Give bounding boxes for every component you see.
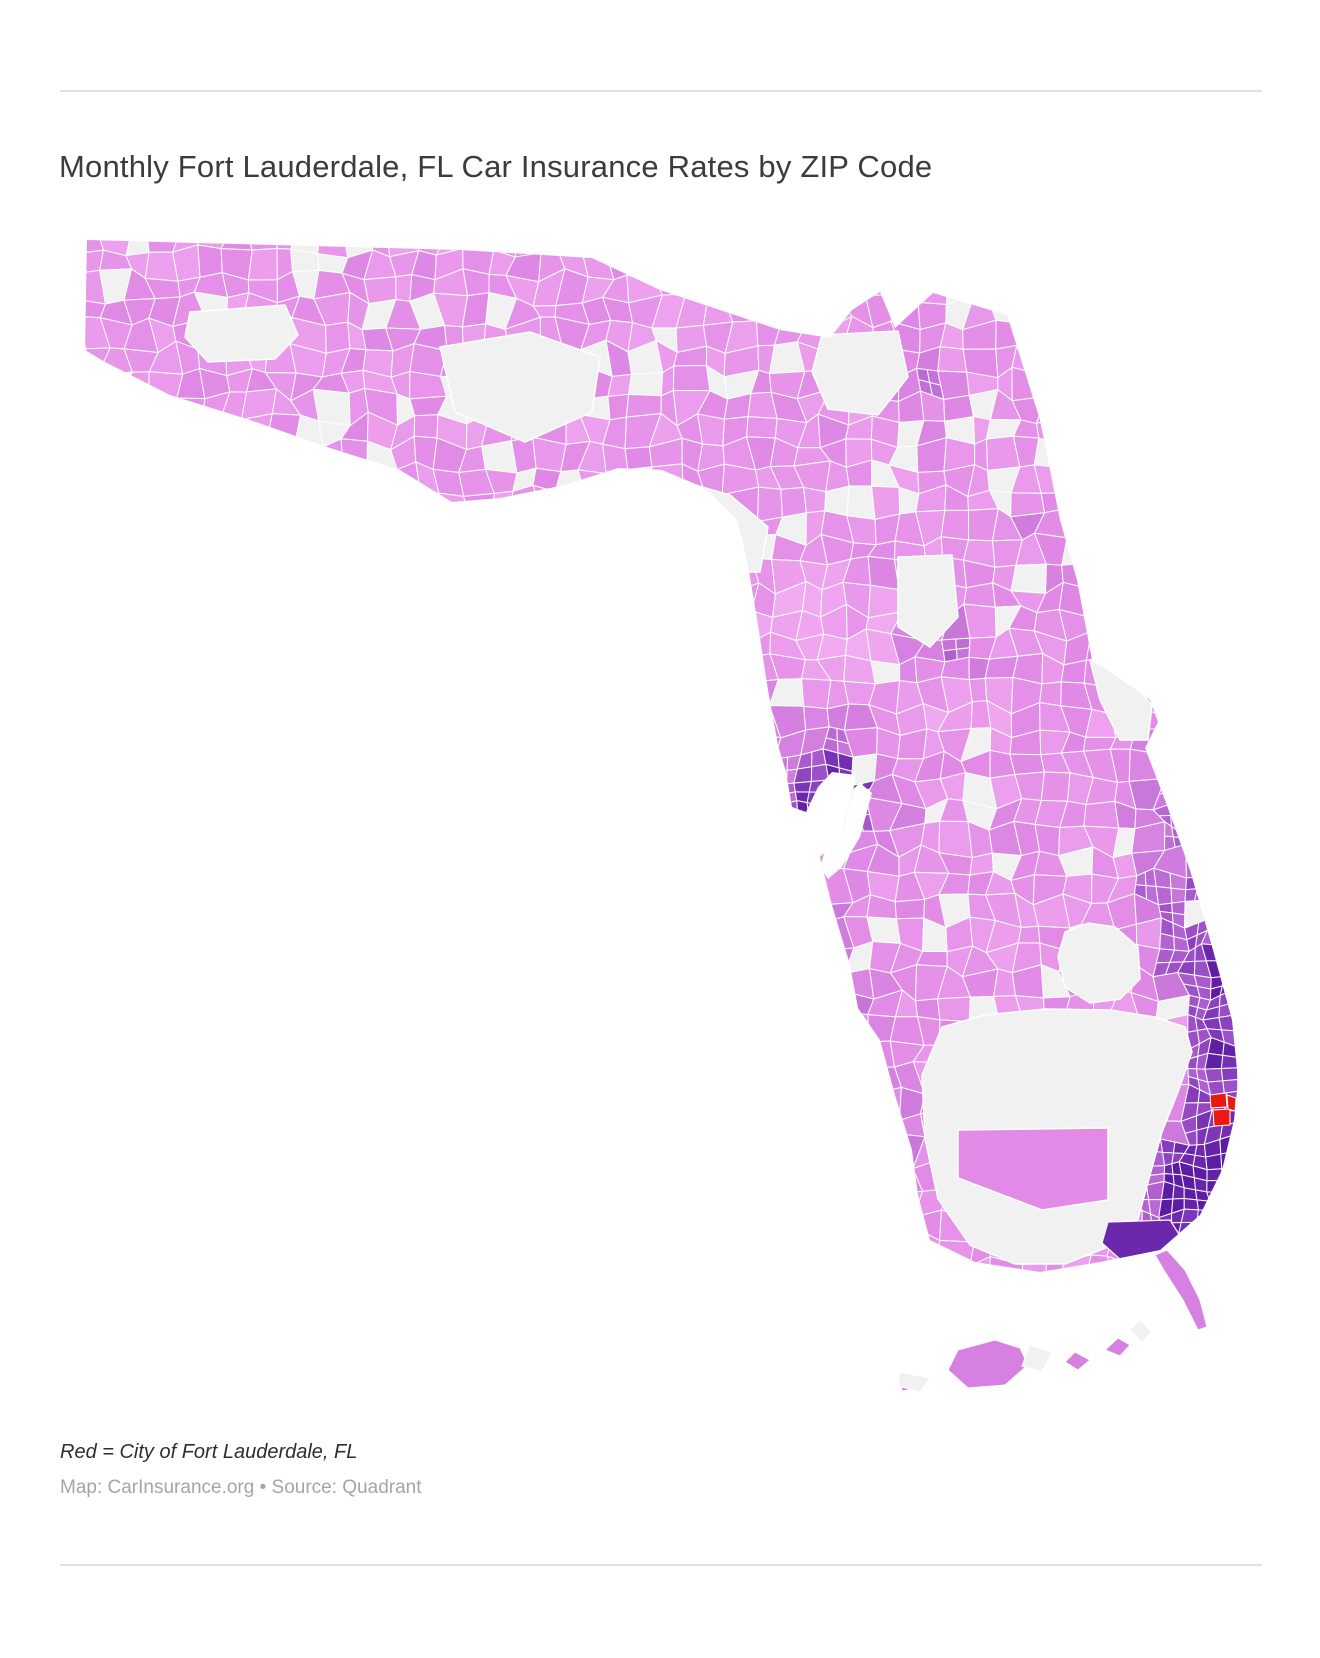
keys-island (947, 1339, 1029, 1389)
apalachicola-forest (439, 331, 601, 443)
florida-keys (897, 1249, 1208, 1393)
fort-lauderdale-zip (1209, 1092, 1228, 1109)
keys-island-no-data (897, 1371, 931, 1393)
keys-island (1154, 1249, 1208, 1331)
map-credit: Map: CarInsurance.org • Source: Quadrant (60, 1477, 422, 1498)
chart-title: Monthly Fort Lauderdale, FL Car Insuranc… (59, 149, 933, 184)
big-cypress-zips (957, 1127, 1109, 1211)
tampa-bay-water (820, 783, 872, 879)
keys-island (1064, 1351, 1091, 1371)
top-divider (60, 90, 1262, 92)
bottom-divider (60, 1564, 1262, 1566)
lake-okeechobee (1057, 922, 1141, 1004)
osceola-forest (811, 330, 909, 416)
florida-zip-choropleth (85, 240, 1238, 1393)
keys-island-no-data (1021, 1344, 1053, 1373)
fort-lauderdale-zip (1226, 1094, 1237, 1112)
florida-choropleth-map (80, 227, 1250, 1402)
keys-island (1104, 1337, 1131, 1357)
fort-lauderdale-zip (1212, 1108, 1231, 1127)
fort-lauderdale-highlight (1209, 1092, 1237, 1127)
eglin-area (184, 304, 299, 363)
keys-island-no-data (1129, 1319, 1153, 1343)
map-note: Red = City of Fort Lauderdale, FL (60, 1441, 358, 1463)
ocala-forest (897, 554, 959, 648)
